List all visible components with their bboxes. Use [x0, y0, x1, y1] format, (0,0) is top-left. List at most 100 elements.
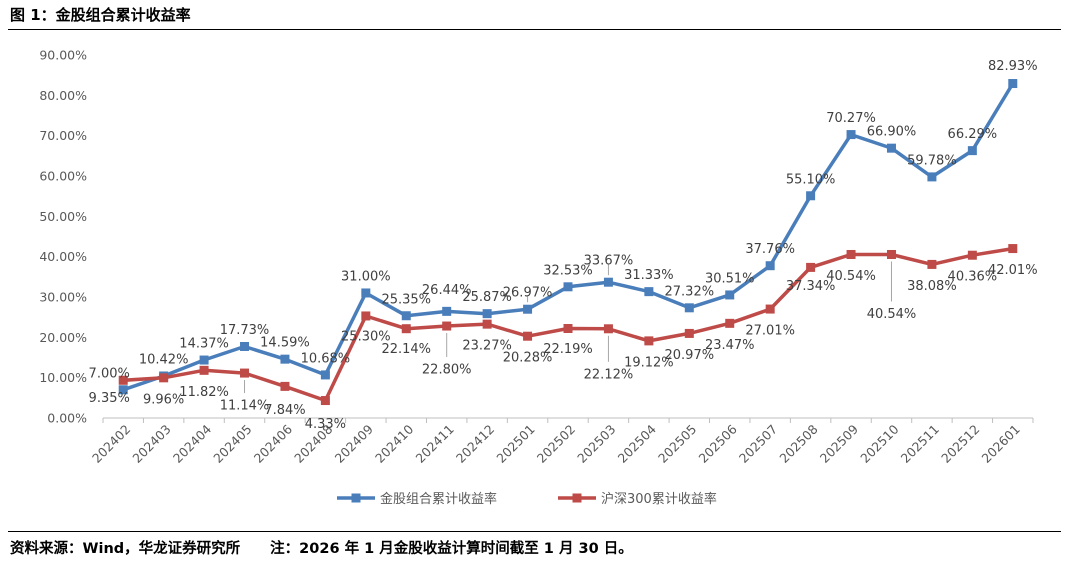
y-tick-label: 90.00% — [39, 48, 87, 63]
data-label: 20.28% — [503, 351, 553, 366]
data-label: 66.29% — [948, 127, 998, 142]
x-tick-label: 202404 — [170, 421, 214, 465]
data-label: 55.10% — [786, 172, 836, 187]
data-label: 32.53% — [543, 263, 593, 278]
y-tick-label: 30.00% — [39, 290, 87, 305]
x-tick-label: 202601 — [979, 422, 1023, 466]
data-point — [967, 250, 977, 260]
data-label: 22.12% — [584, 367, 634, 382]
data-point — [361, 311, 371, 321]
data-point — [806, 191, 816, 201]
data-label: 14.37% — [179, 337, 229, 352]
x-tick-label: 202501 — [493, 422, 537, 466]
x-tick-label: 202507 — [736, 422, 780, 466]
data-point — [684, 303, 694, 313]
x-tick-label: 202512 — [938, 422, 982, 466]
series-group — [118, 79, 1018, 406]
data-label: 59.78% — [907, 153, 957, 168]
label-leader-lines — [244, 261, 892, 394]
data-label: 7.84% — [264, 403, 305, 418]
data-point — [725, 290, 735, 300]
legend-swatch-marker — [351, 493, 361, 503]
y-tick-label: 40.00% — [39, 249, 87, 264]
data-label: 19.12% — [624, 355, 674, 370]
y-axis: 0.00% 10.00% 20.00% 30.00% 40.00% 50.00% 60.00… — [39, 48, 87, 426]
x-tick-label: 202510 — [857, 421, 901, 465]
data-label: 31.00% — [341, 269, 391, 284]
source-text: 资料来源：Wind，华龙证券研究所 — [10, 541, 241, 557]
data-point — [563, 282, 573, 292]
data-label: 26.97% — [503, 286, 553, 301]
y-tick-label: 50.00% — [39, 209, 87, 224]
y-tick-label: 80.00% — [39, 88, 87, 103]
data-point — [886, 143, 896, 153]
data-label: 30.51% — [705, 271, 755, 286]
data-point — [159, 373, 169, 383]
data-point — [118, 375, 128, 385]
data-point — [1008, 244, 1018, 254]
data-label: 70.27% — [826, 111, 876, 126]
data-label: 25.30% — [341, 329, 391, 344]
legend: 金股组合累计收益率 沪深300累计收益率 — [337, 491, 717, 507]
legend-swatch-marker — [572, 493, 582, 503]
data-label: 9.35% — [89, 391, 130, 406]
data-point — [199, 355, 209, 365]
data-label: 22.19% — [543, 342, 593, 357]
x-tick-label: 202402 — [89, 422, 133, 466]
data-label: 11.82% — [179, 385, 229, 400]
data-label: 40.54% — [826, 269, 876, 284]
data-point — [320, 396, 330, 406]
data-point — [240, 341, 250, 351]
data-point — [401, 324, 411, 334]
top-rule — [8, 29, 1061, 30]
data-point — [118, 385, 128, 395]
data-point — [684, 328, 694, 338]
data-label: 11.14% — [220, 399, 270, 414]
data-point — [280, 354, 290, 364]
data-point — [644, 336, 654, 346]
data-label: 82.93% — [988, 59, 1038, 74]
data-label: 22.80% — [422, 363, 472, 378]
line-chart: 0.00% 10.00% 20.00% 30.00% 40.00% 50.00% 60.00… — [39, 48, 1038, 508]
data-point — [523, 304, 533, 314]
source-line: 资料来源：Wind，华龙证券研究所 注：2026 年 1 月金股收益计算时间截至 … — [10, 537, 633, 558]
data-label: 14.59% — [260, 336, 310, 351]
x-tick-label: 202410 — [372, 421, 416, 465]
data-label: 22.14% — [381, 342, 431, 357]
data-point — [280, 381, 290, 391]
data-point — [765, 261, 775, 271]
data-label: 40.54% — [867, 307, 917, 322]
y-tick-label: 70.00% — [39, 128, 87, 143]
data-point — [927, 259, 937, 269]
data-label: 10.42% — [139, 352, 189, 367]
x-tick-label: 202406 — [251, 421, 295, 465]
data-label: 17.73% — [220, 323, 270, 338]
data-label: 9.96% — [143, 392, 184, 407]
data-label: 40.36% — [948, 270, 998, 285]
data-point — [563, 324, 573, 334]
data-point — [927, 172, 937, 182]
data-point — [361, 288, 371, 298]
data-labels: 7.00% 10.42%14.37%17.73%14.59%10.68% 31.00… — [89, 59, 1038, 432]
data-label: 4.33% — [305, 417, 346, 432]
data-point — [523, 331, 533, 341]
data-point — [442, 306, 452, 316]
data-label: 25.87% — [462, 290, 512, 305]
data-point — [725, 318, 735, 328]
x-tick-label: 202502 — [534, 422, 578, 466]
x-tick-label: 202411 — [412, 422, 456, 466]
x-tick-label: 202506 — [696, 421, 740, 465]
data-point — [765, 304, 775, 314]
x-axis: 2024022024032024042024052024062024082024… — [89, 417, 1034, 466]
data-point — [320, 370, 330, 380]
data-label: 20.97% — [665, 348, 715, 363]
data-point — [199, 365, 209, 375]
data-label: 27.32% — [665, 284, 715, 299]
x-tick-label: 202503 — [574, 422, 618, 466]
data-label: 31.33% — [624, 268, 674, 283]
x-tick-label: 202511 — [898, 422, 942, 466]
data-label: 10.68% — [301, 351, 351, 366]
data-point — [806, 262, 816, 272]
y-tick-label: 0.00% — [47, 411, 87, 426]
x-tick-label: 202504 — [615, 421, 659, 465]
